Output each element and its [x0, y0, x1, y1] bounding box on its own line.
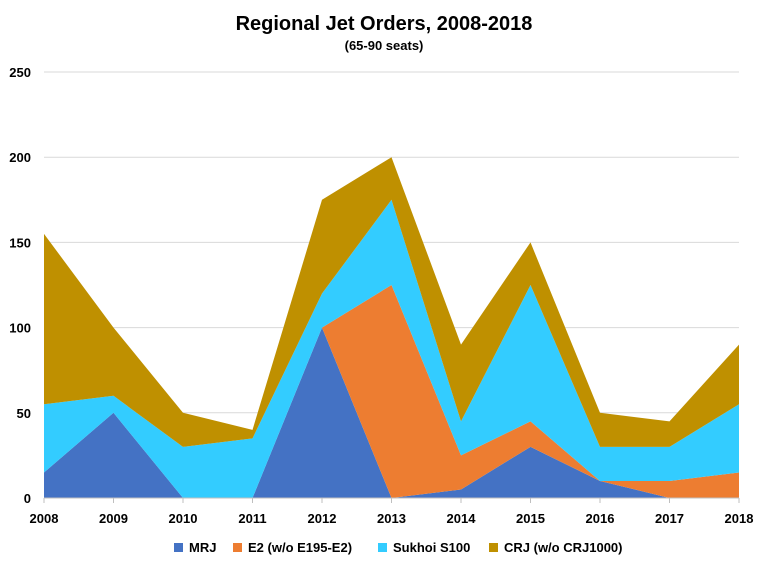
legend-swatch	[378, 543, 387, 552]
x-tick-label: 2013	[377, 511, 406, 526]
y-tick-label: 200	[9, 150, 31, 165]
x-tick-label: 2011	[238, 511, 266, 526]
legend-label: E2 (w/o E195-E2)	[248, 540, 352, 555]
x-tick-label: 2014	[447, 511, 477, 526]
legend-item: CRJ (w/o CRJ1000)	[489, 540, 622, 555]
area-series	[44, 157, 739, 499]
x-tick-label: 2018	[725, 511, 754, 526]
x-tick-label: 2012	[308, 511, 337, 526]
legend-swatch	[489, 543, 498, 552]
y-tick-label: 0	[24, 491, 31, 506]
y-tick-label: 100	[9, 321, 31, 336]
area-mrj	[44, 327, 739, 498]
area-e2-w-o-e195-e2	[44, 285, 739, 498]
axes: 0 50 100 150 200 250 2008 2009 2010 2011 2012 2013 2…	[9, 65, 753, 526]
x-tick-label: 2016	[586, 511, 615, 526]
legend-item: Sukhoi S100	[378, 540, 470, 555]
y-tick-label: 250	[9, 65, 31, 80]
legend-item: MRJ	[174, 540, 216, 555]
legend-swatch	[233, 543, 242, 552]
x-tick-label: 2008	[30, 511, 59, 526]
x-tick-label: 2009	[99, 511, 128, 526]
chart-subtitle: (65-90 seats)	[345, 38, 424, 53]
x-tick-label: 2017	[655, 511, 684, 526]
legend: MRJ E2 (w/o E195-E2) Sukhoi S100 CRJ (w/o C…	[174, 540, 622, 555]
area-sukhoi-s100	[44, 199, 739, 499]
legend-label: Sukhoi S100	[393, 540, 470, 555]
x-tick-label: 2010	[169, 511, 198, 526]
y-tick-label: 150	[9, 235, 31, 250]
y-tick-label: 50	[17, 406, 31, 421]
legend-swatch	[174, 543, 183, 552]
legend-item: E2 (w/o E195-E2)	[233, 540, 352, 555]
legend-label: MRJ	[189, 540, 216, 555]
chart-title: Regional Jet Orders, 2008-2018	[236, 13, 533, 35]
legend-label: CRJ (w/o CRJ1000)	[504, 540, 622, 555]
x-tick-label: 2015	[516, 511, 545, 526]
